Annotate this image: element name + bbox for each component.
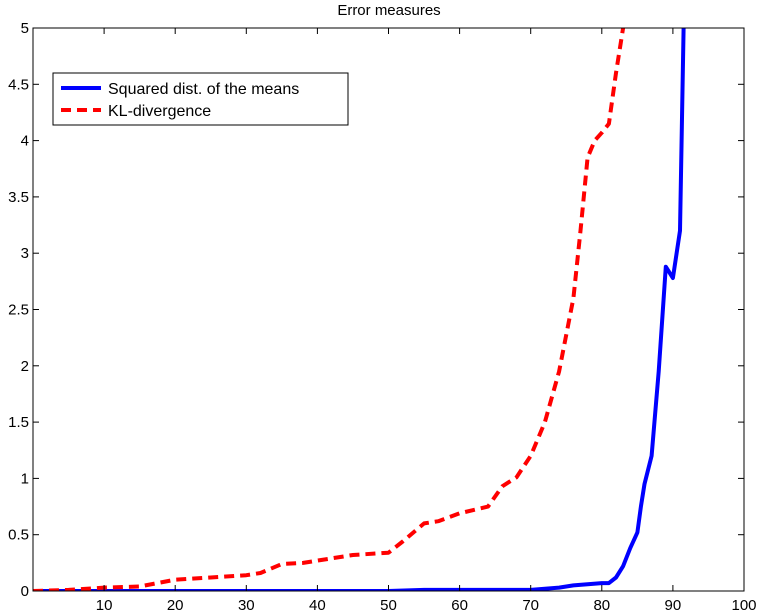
x-tick-label: 60 <box>451 597 468 614</box>
x-tick-label: 100 <box>731 597 756 614</box>
series-line-squared-dist <box>33 28 686 591</box>
x-tick-label: 80 <box>593 597 610 614</box>
x-tick-label: 10 <box>96 597 113 614</box>
y-tick-label: 1.5 <box>8 414 29 431</box>
x-tick-label: 20 <box>167 597 184 614</box>
series-line-kl-divergence <box>33 28 626 591</box>
x-tick-label: 90 <box>665 597 682 614</box>
y-tick-label: 2 <box>21 358 29 375</box>
y-tick-label: 4.5 <box>8 76 29 93</box>
x-tick-label: 40 <box>309 597 326 614</box>
chart-title: Error measures <box>337 2 440 19</box>
x-tick-label: 50 <box>380 597 397 614</box>
y-tick-label: 0.5 <box>8 527 29 544</box>
y-tick-label: 0 <box>21 583 29 600</box>
legend-box <box>52 72 349 126</box>
legend-label: Squared dist. of the means <box>108 81 299 98</box>
x-tick-label: 30 <box>238 597 255 614</box>
y-tick-label: 5 <box>21 20 29 37</box>
x-tick-label: 70 <box>522 597 539 614</box>
y-tick-label: 1 <box>21 470 29 487</box>
y-tick-label: 2.5 <box>8 302 29 319</box>
y-tick-label: 4 <box>21 133 29 150</box>
legend-label: KL-divergence <box>108 103 211 120</box>
y-tick-label: 3 <box>21 245 29 262</box>
y-tick-label: 3.5 <box>8 189 29 206</box>
